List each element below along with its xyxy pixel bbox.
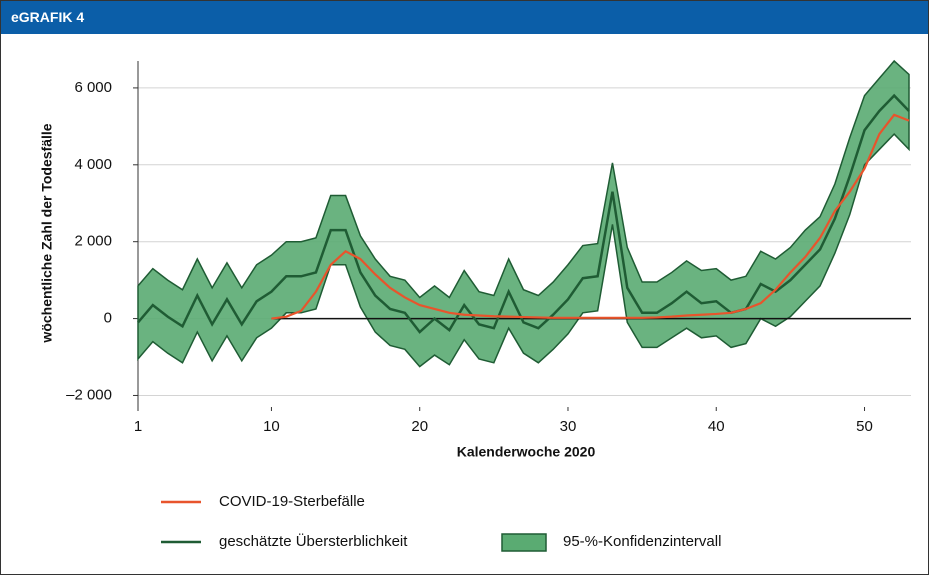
x-tick-label: 40 bbox=[708, 418, 725, 435]
y-axis-label: wöchentliche Zahl der Todesfälle bbox=[39, 123, 55, 343]
y-tick-label: 6 000 bbox=[74, 79, 112, 96]
x-tick-label: 1 bbox=[134, 418, 142, 435]
x-tick-label: 20 bbox=[411, 418, 428, 435]
series-line bbox=[271, 113, 910, 320]
legend-label: geschätzte Übersterblichkeit bbox=[219, 532, 408, 550]
header-title: eGRAFIK 4 bbox=[1, 1, 928, 34]
x-tick-label: 30 bbox=[560, 418, 577, 435]
y-tick-label: 0 bbox=[104, 310, 112, 327]
x-tick-label: 10 bbox=[263, 418, 280, 435]
y-tick-label: 2 000 bbox=[74, 233, 112, 250]
x-tick-label: 50 bbox=[856, 418, 873, 435]
legend-label: COVID-19-Sterbefälle bbox=[219, 493, 365, 510]
y-tick-label: 4 000 bbox=[74, 156, 112, 173]
series-line bbox=[137, 93, 910, 334]
legend-swatch bbox=[501, 533, 547, 552]
y-tick-label: –2 000 bbox=[66, 386, 112, 403]
x-axis-label: Kalenderwoche 2020 bbox=[457, 444, 596, 460]
legend-label: 95-%-Konfidenzintervall bbox=[563, 533, 721, 550]
confidence-band bbox=[137, 59, 910, 368]
